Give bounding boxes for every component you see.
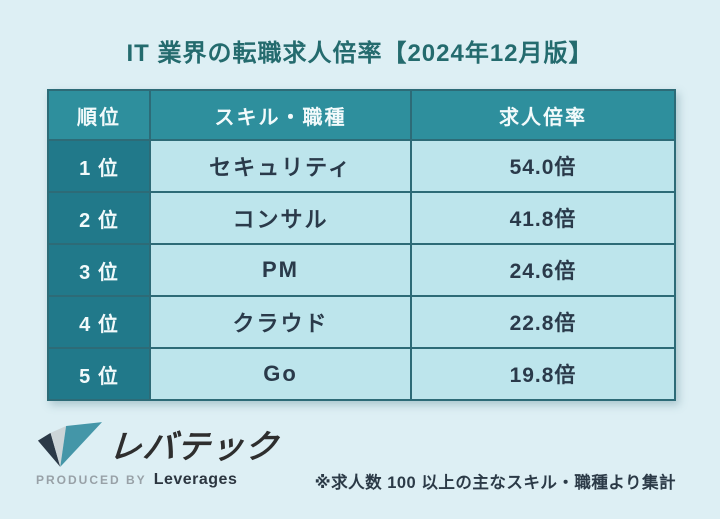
- rank-cell: 5 位: [47, 347, 151, 401]
- column-header-skill: スキル・職種: [149, 89, 412, 141]
- skill-cell: セキュリティ: [149, 139, 412, 193]
- rank-cell: 1 位: [47, 139, 151, 193]
- check-arrow-icon: [37, 421, 102, 467]
- produced-by-label: PRODUCED BY: [36, 473, 147, 487]
- column-header-ratio: 求人倍率: [410, 89, 676, 141]
- rank-cell: 2 位: [47, 191, 151, 245]
- ratio-cell: 54.0倍: [410, 139, 676, 193]
- skill-cell: PM: [149, 243, 412, 297]
- column-header-rank: 順位: [47, 89, 151, 141]
- page-title: IT 業界の転職求人倍率【2024年12月版】: [126, 40, 594, 67]
- table-body: 1 位 セキュリティ 54.0倍 2 位 コンサル 41.8倍 3 位 PM 2…: [47, 139, 676, 401]
- footnote: ※求人数 100 以上の主なスキル・職種より集計: [314, 474, 676, 492]
- brand-name: レバテック: [107, 428, 281, 465]
- company-name: Leverages: [153, 471, 238, 488]
- ratio-cell: 19.8倍: [410, 347, 676, 401]
- skill-cell: コンサル: [149, 191, 412, 245]
- job-ratio-table: 順位 スキル・職種 求人倍率 1 位 セキュリティ 54.0倍 2 位 コンサル…: [47, 89, 676, 401]
- brand-logo: レバテック PRODUCED BY Leverages: [36, 420, 280, 489]
- ratio-cell: 24.6倍: [410, 243, 676, 297]
- table-row: 1 位 セキュリティ 54.0倍: [47, 139, 676, 193]
- ratio-cell: 22.8倍: [410, 295, 676, 349]
- table-row: 2 位 コンサル 41.8倍: [47, 191, 676, 245]
- table-row: 3 位 PM 24.6倍: [47, 243, 676, 297]
- rank-cell: 4 位: [47, 295, 151, 349]
- table-row: 5 位 Go 19.8倍: [47, 347, 676, 401]
- table-row: 4 位 クラウド 22.8倍: [47, 295, 676, 349]
- skill-cell: Go: [149, 347, 412, 401]
- table-header-row: 順位 スキル・職種 求人倍率: [47, 89, 676, 141]
- rank-cell: 3 位: [47, 243, 151, 297]
- ratio-cell: 41.8倍: [410, 191, 676, 245]
- skill-cell: クラウド: [149, 295, 412, 349]
